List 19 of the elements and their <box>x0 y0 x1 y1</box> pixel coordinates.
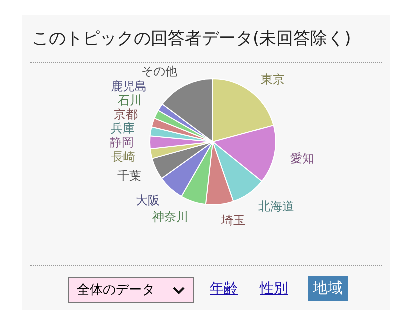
text: 性別 <box>260 280 288 298</box>
slice-label: 静岡 <box>110 136 134 150</box>
slice-label: 兵庫 <box>111 122 136 136</box>
slice-label: 鹿児島 <box>110 80 147 94</box>
slice-label: 東京 <box>261 72 286 86</box>
slice-label: 長崎 <box>111 150 136 164</box>
slice-label: その他 <box>142 64 178 78</box>
slice-label: 愛知 <box>290 151 314 166</box>
slice-label: 千葉 <box>118 169 142 184</box>
slice-label: 大阪 <box>136 194 160 208</box>
slice-label: 北海道 <box>258 200 294 214</box>
text: 年齢 <box>210 280 238 298</box>
slice-label: 埼玉 <box>220 214 246 228</box>
slice-label: 神奈川 <box>152 210 188 224</box>
text: 地域 <box>308 276 348 301</box>
slice-label: 石川 <box>118 94 142 108</box>
dropdown: 全体のデータ <box>68 277 194 303</box>
slice-label: 京都 <box>114 108 138 122</box>
chart-title: このトピックの回答者データ(未回答除く) <box>32 28 352 50</box>
